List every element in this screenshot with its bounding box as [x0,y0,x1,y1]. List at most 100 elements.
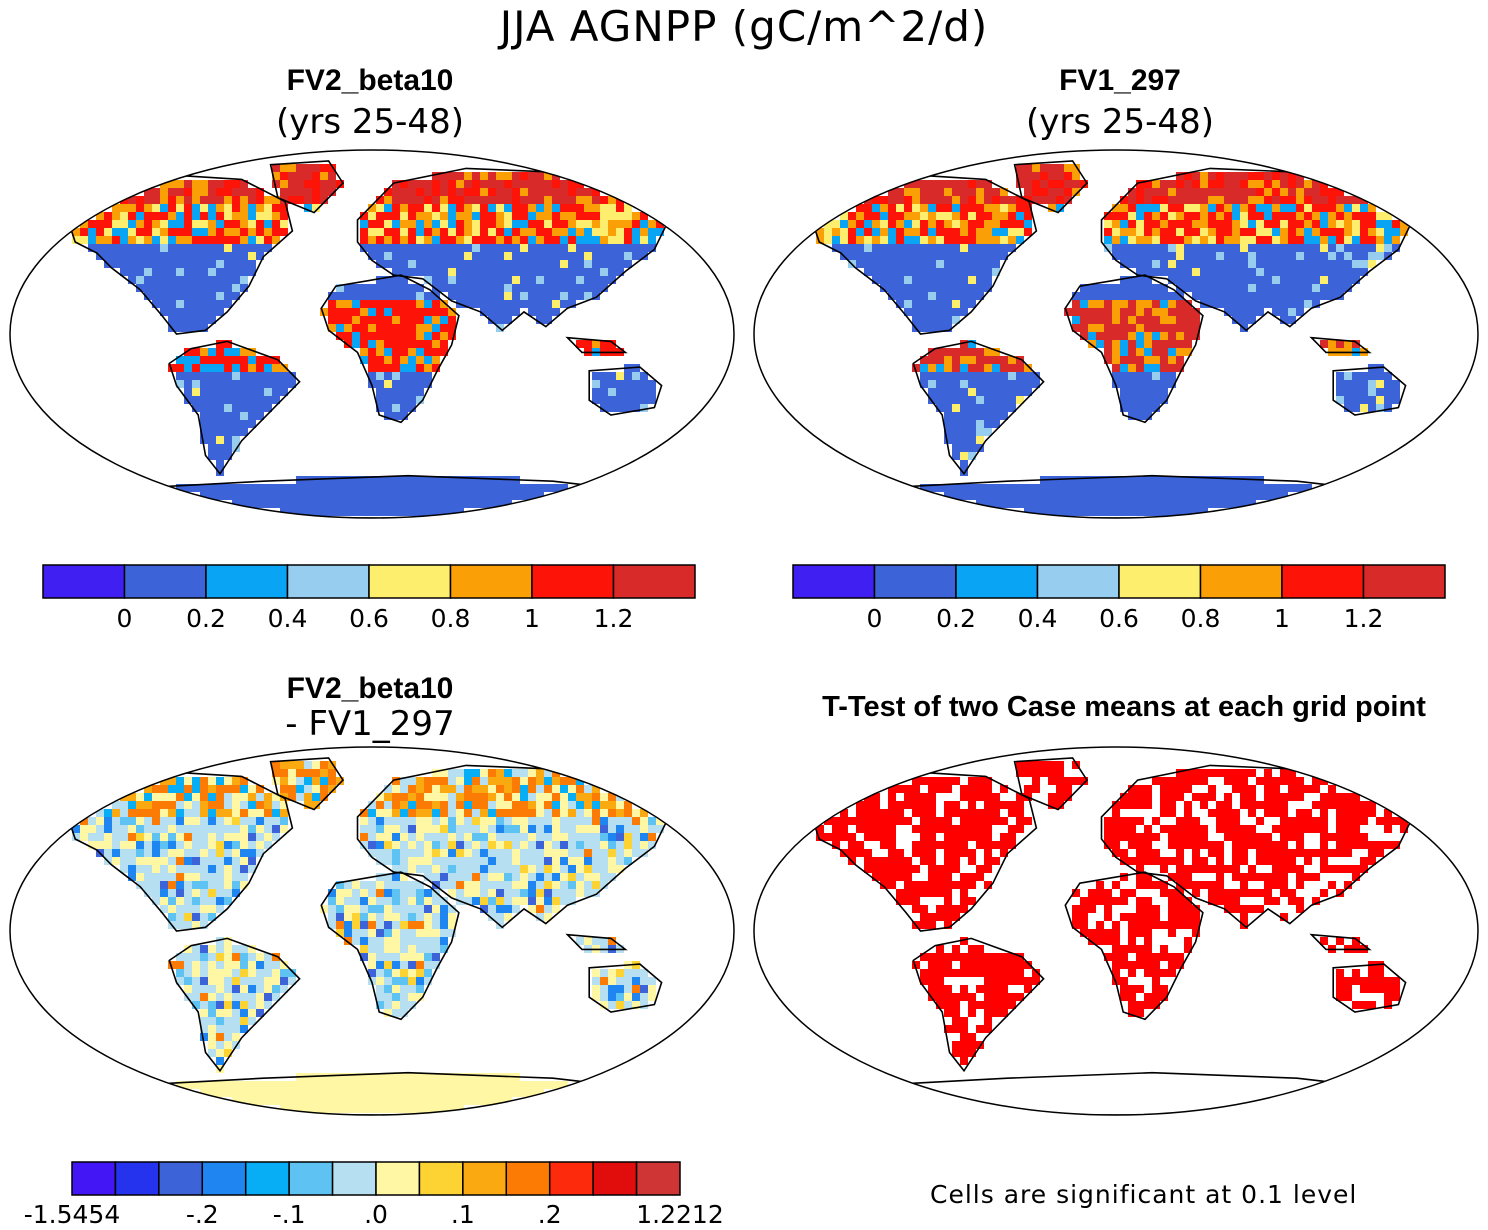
grid-cell [864,252,872,260]
grid-cell [480,284,488,292]
grid-cell [376,500,384,508]
grid-cell [184,977,192,985]
grid-cell [136,841,144,849]
grid-cell [264,953,272,961]
grid-cell [1168,793,1176,801]
grid-cell [272,961,280,969]
grid-cell [1256,873,1264,881]
grid-cell [1384,380,1392,388]
grid-cell [416,292,424,300]
grid-cell [1288,316,1296,324]
grid-cell [576,937,584,945]
grid-cell [552,244,560,252]
grid-cell [200,420,208,428]
grid-cell [984,372,992,380]
grid-cell [160,817,168,825]
grid-cell [528,825,536,833]
grid-cell [1272,873,1280,881]
grid-cell [1232,292,1240,300]
grid-cell [160,300,168,308]
grid-cell [1096,921,1104,929]
grid-cell [352,484,360,492]
grid-cell [112,809,120,817]
grid-cell [600,196,608,204]
grid-cell [480,484,488,492]
grid-cell [144,809,152,817]
grid-cell [1144,380,1152,388]
grid-cell [1248,785,1256,793]
grid-cell [1112,236,1120,244]
grid-cell [320,180,328,188]
coastline-north-america [810,174,1038,335]
grid-cell [392,404,400,412]
grid-cell [1216,236,1224,244]
grid-cell [1288,204,1296,212]
grid-cell [168,881,176,889]
grid-cell [376,977,384,985]
grid-cell [1152,308,1160,316]
grid-cell [1008,364,1016,372]
grid-cell [1336,865,1344,873]
grid-cell [640,220,648,228]
grid-cell [952,284,960,292]
grid-cell [928,188,936,196]
grid-cell [192,841,200,849]
grid-cell [144,292,152,300]
grid-cell [392,252,400,260]
grid-cell [208,492,216,500]
grid-cell [1336,793,1344,801]
grid-cell [944,180,952,188]
grid-cell [1216,801,1224,809]
grid-cell [1072,484,1080,492]
grid-cell [1136,212,1144,220]
grid-cell [240,380,248,388]
grid-cell [400,340,408,348]
grid-cell [1024,785,1032,793]
grid-cell [480,500,488,508]
grid-cell [480,897,488,905]
grid-cell [376,364,384,372]
grid-cell [944,825,952,833]
grid-cell [240,881,248,889]
grid-cell [968,396,976,404]
grid-cell [184,260,192,268]
grid-cell [400,180,408,188]
grid-cell [1064,172,1072,180]
grid-cell [272,356,280,364]
grid-cell [376,945,384,953]
grid-cell [184,809,192,817]
grid-cell [120,252,128,260]
grid-cell [1104,244,1112,252]
grid-cell [488,825,496,833]
grid-cell [488,492,496,500]
grid-cell [472,897,480,905]
grid-cell [1320,212,1328,220]
grid-cell [496,500,504,508]
grid-cell [232,412,240,420]
grid-cell [448,881,456,889]
grid-cell [176,841,184,849]
grid-cell [1304,236,1312,244]
grid-cell [920,212,928,220]
grid-cell [968,793,976,801]
grid-cell [400,793,408,801]
grid-cell [928,276,936,284]
grid-cell [336,1097,344,1105]
grid-cell [552,865,560,873]
grid-cell [1344,204,1352,212]
grid-cell [504,857,512,865]
grid-cell [1240,905,1248,913]
grid-cell [832,236,840,244]
grid-cell [1296,809,1304,817]
grid-cell [984,276,992,284]
grid-cell [448,1105,456,1113]
grid-cell [464,833,472,841]
grid-cell [392,260,400,268]
grid-cell [496,865,504,873]
grid-cell [648,396,656,404]
grid-cell [1248,833,1256,841]
grid-cell [864,857,872,865]
grid-cell [984,348,992,356]
grid-cell [1168,244,1176,252]
grid-cell [968,897,976,905]
